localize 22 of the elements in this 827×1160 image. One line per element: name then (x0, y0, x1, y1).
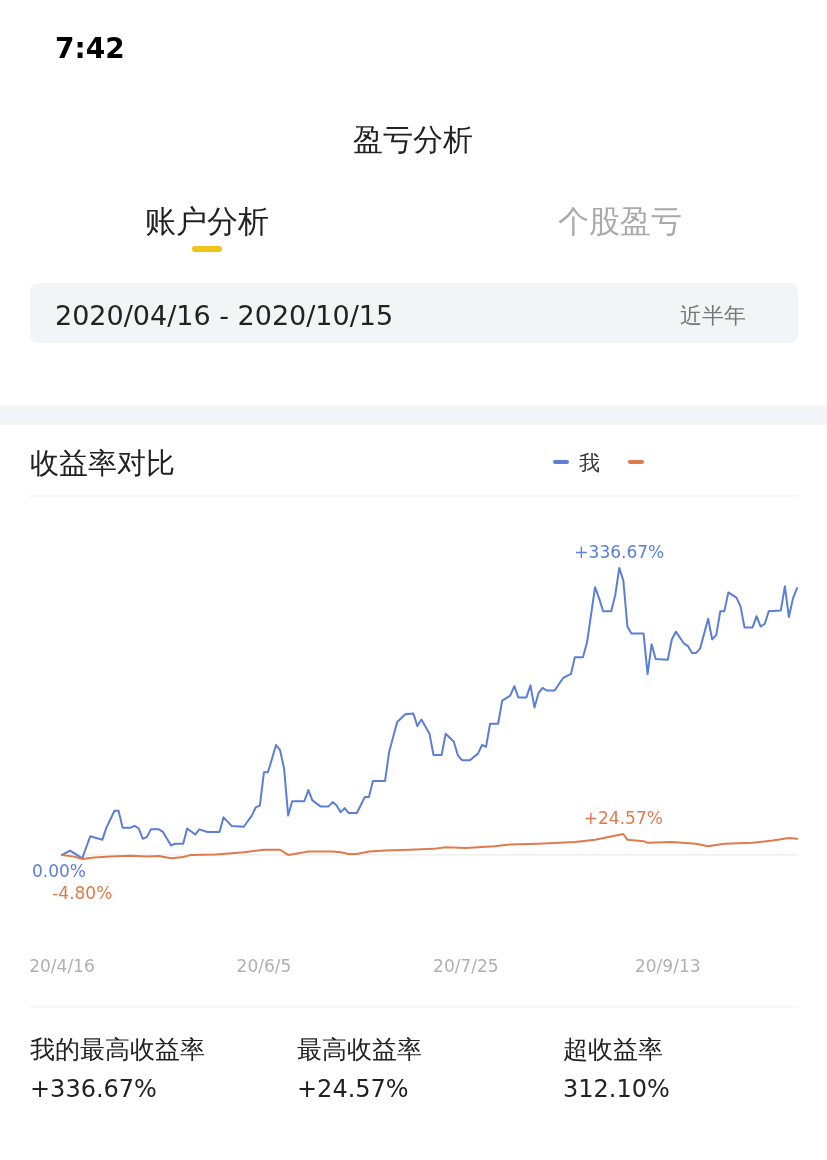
legend-label: 我 (579, 451, 600, 475)
text: 个股盈亏 (558, 203, 682, 239)
annotation: +336.67% (574, 542, 665, 562)
annotation: +24.57% (583, 807, 663, 828)
text: +336.67% (30, 1075, 157, 1103)
text: 盈亏分析 (353, 122, 473, 157)
text: +24.57% (297, 1075, 409, 1103)
x-tick-label: 20/7/25 (433, 956, 499, 976)
text: 我的最高收益率 (30, 1035, 205, 1064)
x-tick-label: 20/9/13 (635, 956, 701, 976)
annotation: -4.80% (52, 883, 113, 903)
text: 账户分析 (145, 203, 269, 239)
x-tick-label: 20/4/16 (29, 956, 95, 976)
text: 7:42 (55, 32, 125, 65)
text: 超收益率 (563, 1035, 663, 1064)
text: 312.10% (563, 1075, 670, 1103)
text: 近半年 (680, 303, 746, 328)
text: 最高收益率 (297, 1035, 422, 1064)
chart-title: 收益率对比 (30, 446, 175, 480)
annotation: 0.00% (32, 860, 87, 881)
text: 2020/04/16 - 2020/10/15 (55, 300, 394, 331)
x-tick-label: 20/6/5 (236, 956, 292, 976)
